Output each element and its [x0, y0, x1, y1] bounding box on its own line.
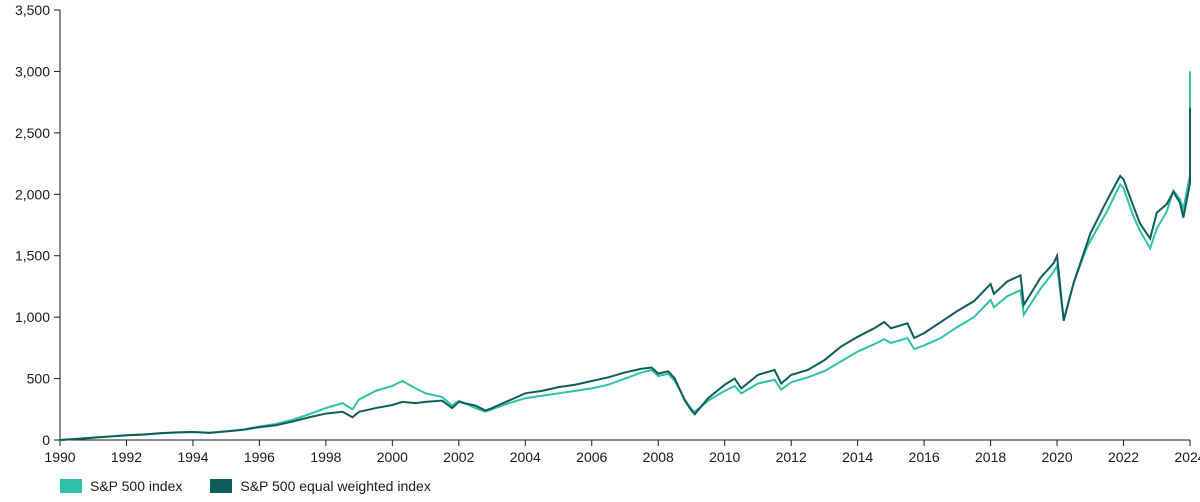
legend-swatch	[60, 479, 82, 493]
y-tick-label: 1,000	[15, 309, 50, 325]
x-tick-label: 2008	[643, 449, 674, 465]
x-tick-label: 2020	[1041, 449, 1072, 465]
x-tick-label: 1994	[177, 449, 208, 465]
y-tick-label: 2,000	[15, 186, 50, 202]
x-tick-label: 1990	[44, 449, 75, 465]
x-tick-label: 2024	[1174, 449, 1200, 465]
legend-label: S&P 500 index	[90, 478, 182, 494]
legend-item: S&P 500 index	[60, 478, 182, 494]
x-tick-label: 2016	[909, 449, 940, 465]
x-tick-label: 2022	[1108, 449, 1139, 465]
chart-svg: 0 500 1,000 1,500 2,000 2,500 3,000 3,500 1990 19…	[0, 0, 1200, 502]
series-line	[60, 71, 1190, 440]
line-chart: 0 500 1,000 1,500 2,000 2,500 3,000 3,500 1990 19…	[0, 0, 1200, 502]
x-tick-label: 2006	[576, 449, 607, 465]
y-tick-label: 3,000	[15, 63, 50, 79]
y-tick-label: 2,500	[15, 125, 50, 141]
x-tick-label: 2014	[842, 449, 873, 465]
y-tick-label: 0	[42, 432, 50, 448]
x-tick-label: 1996	[244, 449, 275, 465]
legend-label: S&P 500 equal weighted index	[240, 478, 430, 494]
x-tick-label: 2012	[776, 449, 807, 465]
y-tick-label: 1,500	[15, 248, 50, 264]
x-tick-label: 1998	[310, 449, 341, 465]
legend: S&P 500 index S&P 500 equal weighted inde…	[60, 478, 431, 494]
y-tick-label: 3,500	[15, 2, 50, 18]
series-line	[60, 108, 1190, 440]
x-tick-label: 1992	[111, 449, 142, 465]
y-tick-label: 500	[27, 371, 51, 387]
x-tick-label: 2002	[443, 449, 474, 465]
legend-item: S&P 500 equal weighted index	[210, 478, 430, 494]
legend-swatch	[210, 479, 232, 493]
x-tick-label: 2018	[975, 449, 1006, 465]
x-tick-label: 2004	[510, 449, 541, 465]
x-tick-label: 2010	[709, 449, 740, 465]
x-tick-label: 2000	[377, 449, 408, 465]
